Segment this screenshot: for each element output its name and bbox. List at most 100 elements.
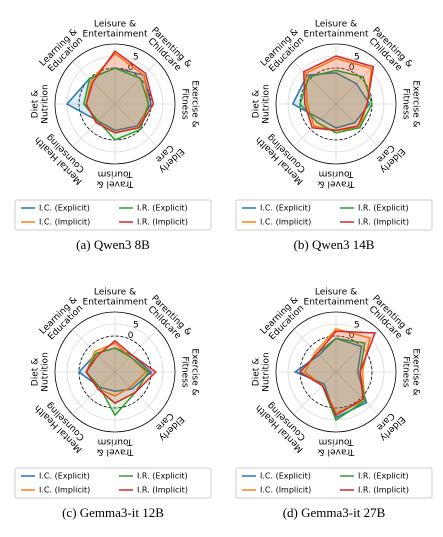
legend-label: I.R. (Explicit) — [137, 472, 188, 481]
legend-label: I.R. (Implicit) — [137, 486, 188, 495]
category-line: Exercise & — [411, 80, 421, 127]
category-label: Leisure &Entertainment — [83, 20, 148, 40]
category-line: Diet & — [31, 358, 41, 386]
spoke — [335, 329, 379, 373]
r-tick-label: 0 — [349, 63, 355, 73]
category-line: Travel & — [97, 447, 135, 457]
category-line: Entertainment — [304, 30, 369, 40]
series-area — [82, 67, 150, 141]
category-label: Leisure &Entertainment — [304, 20, 369, 40]
category-line: Exercise & — [190, 348, 200, 395]
category-line: Leisure & — [94, 20, 136, 30]
category-label: Exercise &Fitness — [401, 348, 421, 395]
spoke — [335, 103, 379, 147]
r-tick-label: 0 — [349, 331, 355, 341]
legend-label: I.C. (Implicit) — [260, 486, 311, 495]
caption: (d) Gemma3-it 27B — [283, 505, 386, 520]
category-line: Leisure & — [315, 288, 357, 298]
category-line: Travel & — [318, 179, 356, 189]
category-line: Exercise & — [190, 80, 200, 127]
spoke — [72, 103, 116, 147]
legend-box — [235, 199, 433, 231]
category-line: Nutrition — [262, 352, 272, 391]
caption: (a) Qwen3 8B — [76, 237, 150, 252]
spoke — [114, 61, 158, 105]
category-line: Nutrition — [41, 352, 51, 391]
category-label: Travel &Tourism — [318, 437, 356, 457]
series-area — [85, 347, 150, 417]
spoke — [72, 371, 116, 415]
legend-label: I.C. (Implicit) — [39, 218, 90, 227]
legend-label: I.R. (Explicit) — [358, 204, 409, 213]
category-label: Exercise &Fitness — [401, 80, 421, 127]
category-label: Travel &Tourism — [318, 169, 356, 189]
category-line: Fitness — [401, 88, 411, 119]
category-line: Exercise & — [411, 348, 421, 395]
category-line: Entertainment — [83, 30, 148, 40]
legend-box — [14, 199, 212, 231]
legend-box — [14, 467, 212, 499]
category-line: Leisure & — [315, 20, 357, 30]
category-line: Fitness — [180, 356, 190, 387]
category-line: Nutrition — [41, 84, 51, 123]
legend-box — [235, 467, 433, 499]
legend-label: I.R. (Explicit) — [358, 472, 409, 481]
category-label: Diet & Nutrition — [31, 352, 51, 391]
category-line: Travel & — [97, 179, 135, 189]
category-label: Exercise &Fitness — [180, 80, 200, 127]
legend-label: I.R. (Implicit) — [358, 486, 409, 495]
spoke — [114, 103, 158, 147]
category-line: Diet & — [252, 90, 262, 118]
legend-label: I.R. (Implicit) — [137, 218, 188, 227]
category-line: Tourism — [319, 169, 355, 179]
category-label: Diet & Nutrition — [252, 84, 272, 123]
spoke — [293, 329, 337, 373]
category-label: Diet & Nutrition — [31, 84, 51, 123]
legend-label: I.C. (Explicit) — [39, 472, 90, 481]
series-area — [298, 330, 377, 417]
r-tick-label: 5 — [133, 320, 139, 330]
category-line: Entertainment — [83, 298, 148, 308]
caption: (c) Gemma3-it 12B — [62, 505, 164, 520]
spoke — [72, 329, 116, 373]
legend-label: I.C. (Explicit) — [39, 204, 90, 213]
spoke — [293, 371, 337, 415]
legend-label: I.R. (Explicit) — [137, 204, 188, 213]
category-label: Travel &Tourism — [97, 169, 135, 189]
legend-label: I.C. (Explicit) — [260, 472, 311, 481]
category-label: Leisure &Entertainment — [304, 288, 369, 308]
category-line: Leisure & — [94, 288, 136, 298]
category-line: Fitness — [401, 356, 411, 387]
r-tick-label: 5 — [354, 52, 360, 62]
spoke — [293, 61, 337, 105]
category-line: Diet & — [252, 358, 262, 386]
category-line: Nutrition — [262, 84, 272, 123]
category-line: Entertainment — [304, 298, 369, 308]
category-line: Fitness — [180, 88, 190, 119]
series-area — [302, 55, 375, 132]
series-area — [85, 50, 155, 134]
spoke — [335, 371, 379, 415]
legend-label: I.C. (Implicit) — [39, 486, 90, 495]
category-line: Travel & — [318, 447, 356, 457]
r-tick-label: 0 — [128, 63, 134, 73]
category-label: Leisure &Entertainment — [83, 288, 148, 308]
legend-label: I.R. (Implicit) — [358, 218, 409, 227]
category-line: Tourism — [98, 437, 134, 447]
legend-label: I.C. (Implicit) — [260, 218, 311, 227]
spoke — [114, 329, 158, 373]
category-label: Travel &Tourism — [97, 437, 135, 457]
spoke — [72, 61, 116, 105]
category-label: Diet & Nutrition — [252, 352, 272, 391]
r-tick-label: 5 — [133, 52, 139, 62]
series-area — [85, 339, 157, 405]
